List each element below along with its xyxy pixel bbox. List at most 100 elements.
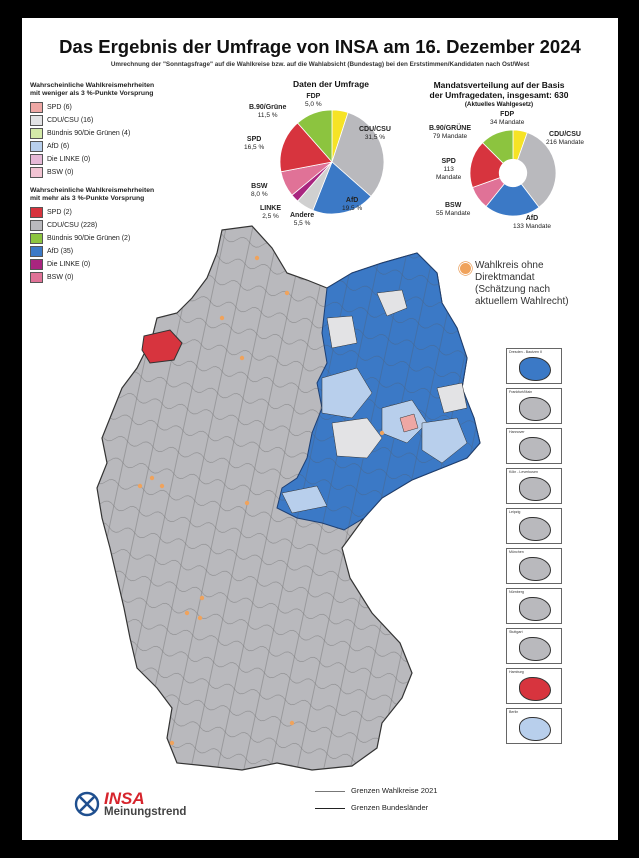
page-title: Das Ergebnis der Umfrage von INSA am 16.…	[59, 36, 581, 57]
city-inset-label: Hamburg	[509, 670, 524, 674]
poster: Das Ergebnis der Umfrage von INSA am 16.…	[22, 18, 618, 840]
city-inset-shape	[519, 437, 551, 461]
legend-swatch	[30, 141, 43, 152]
city-inset-label: Köln - Leverkusen	[509, 470, 538, 474]
legend-item: CDU/CSU (228)	[30, 219, 154, 232]
city-insets: Dresden - Bautzen II Frankfurt/Main Hannov…	[490, 348, 576, 748]
survey-label-andere: Andere 5,5 %	[290, 212, 314, 228]
city-inset-shape	[519, 397, 551, 421]
insa-logo-subtitle: Meinungstrend	[104, 806, 187, 818]
legend-swatch	[30, 246, 43, 257]
legend-swatch	[30, 154, 43, 165]
legend-swatch	[30, 259, 43, 270]
city-inset-shape	[519, 477, 551, 501]
city-inset: München	[506, 548, 562, 584]
survey-label-spd-name: SPD	[246, 136, 262, 143]
city-inset-shape	[519, 517, 551, 541]
seat-label-spd-value: 113	[443, 166, 454, 173]
survey-label-bsw-name: BSW	[251, 183, 268, 190]
pie-slice-afd	[485, 183, 540, 216]
seat-label-gruene-value: 79 Mandate	[432, 133, 468, 140]
note-line-1: Wahlkreis ohne	[475, 260, 544, 271]
city-inset-shape	[519, 597, 551, 621]
city-inset-label: Hannover	[509, 430, 525, 434]
city-inset: Stuttgart	[506, 628, 562, 664]
legend-strong-heading-1: Wahrscheinliche Wahlkreismehrheiten	[30, 187, 155, 194]
legend-district-borders: Grenzen Wahlkreise 2021	[315, 786, 437, 795]
insa-logo-brand: INSA	[104, 789, 145, 808]
legend-label: SPD (6)	[47, 104, 72, 111]
survey-label-spd-value: 16,5 %	[244, 144, 265, 151]
map-spd-light-leipzig	[399, 413, 419, 433]
map-afd-light-3	[421, 417, 468, 464]
survey-label-afd-name: AfD	[345, 197, 359, 204]
legend-swatch	[30, 272, 43, 283]
legend-state-borders: Grenzen Bundesländer	[315, 803, 428, 812]
legend-swatch	[30, 207, 43, 218]
city-inset-shape	[519, 717, 551, 741]
legend-item: BSW (0)	[30, 271, 154, 284]
pie-slice-cdu-csu	[331, 112, 384, 197]
seat-label-gruene-name: B.90/GRÜNE	[429, 125, 472, 132]
city-inset: Dresden - Bautzen II	[506, 348, 562, 384]
pie-slice-b-90-gr-ne	[297, 110, 333, 164]
survey-label-gruene: B.90/Grüne 11,5 %	[249, 104, 286, 120]
seat-label-gruene: B.90/GRÜNE 79 Mandate	[429, 125, 471, 141]
legend-item: SPD (2)	[30, 206, 154, 219]
survey-label-spd: SPD 16,5 %	[244, 136, 264, 152]
legend-district-borders-label: Grenzen Wahlkreise 2021	[351, 786, 438, 795]
legend-swatch	[30, 220, 43, 231]
legend-swatch	[30, 115, 43, 126]
legend-item: Bündnis 90/Die Grünen (4)	[30, 127, 154, 140]
survey-label-bsw: BSW 8,0 %	[251, 183, 268, 199]
seat-label-spd-name: SPD	[441, 158, 456, 165]
city-inset-label: Leipzig	[509, 510, 521, 514]
legend-label: CDU/CSU (228)	[47, 222, 98, 229]
survey-label-gruene-value: 11,5 %	[257, 112, 278, 119]
legend-label: CDU/CSU (16)	[47, 117, 94, 124]
legend-item: AfD (35)	[30, 245, 154, 258]
survey-chart-title: Daten der Umfrage	[292, 79, 370, 89]
city-inset-label: Stuttgart	[509, 630, 523, 634]
legend-label: Die LINKE (0)	[47, 261, 91, 268]
survey-label-cdu: CDU/CSU 31,5 %	[359, 126, 391, 142]
map-afd-light-1	[321, 367, 373, 419]
seat-label-cdu-value: 216 Mandate	[546, 139, 584, 146]
legend-item: Die LINKE (0)	[30, 153, 154, 166]
legend-label: Die LINKE (0)	[47, 156, 91, 163]
pie-slice-b-90-gr-ne	[481, 130, 514, 164]
legend-label: Bündnis 90/Die Grünen (2)	[47, 235, 131, 242]
seat-chart-subtitle: (Aktuelles Wahlgesetz)	[464, 101, 534, 108]
seat-label-fdp: FDP 34 Mandate	[490, 111, 524, 127]
legend-state-borders-label: Grenzen Bundesländer	[351, 803, 429, 812]
note-line-4: aktuellem Wahlrecht)	[475, 296, 569, 307]
no-mandate-marker-swatch	[459, 262, 472, 275]
survey-label-afd-value: 19,5 %	[342, 205, 363, 212]
pie-slice-afd	[312, 161, 372, 214]
seat-label-cdu-name: CDU/CSU	[549, 131, 581, 138]
legend-label: BSW (0)	[47, 274, 74, 281]
insa-logo-icon	[74, 791, 100, 817]
survey-label-andere-value: 5,5 %	[293, 220, 311, 227]
city-inset: Leipzig	[506, 508, 562, 544]
legend-swatch	[30, 167, 43, 178]
survey-label-andere-name: Andere	[290, 212, 315, 219]
legend-label: AfD (6)	[47, 143, 70, 150]
legend-swatch	[30, 233, 43, 244]
pie-slice-cdu-csu	[517, 131, 556, 208]
seat-label-afd-name: AfD	[525, 215, 539, 222]
legend-label: BSW (0)	[47, 169, 74, 176]
city-inset-shape	[519, 637, 551, 661]
seat-label-fdp-value: 34 Mandate	[490, 119, 525, 126]
survey-label-fdp-value: 5,0 %	[305, 101, 322, 108]
survey-label-linke: LINKE 2,5 %	[260, 205, 281, 221]
legend-item: CDU/CSU (16)	[30, 114, 154, 127]
insa-logo: INSA Meinungstrend	[74, 789, 186, 822]
city-inset: Frankfurt/Main	[506, 388, 562, 424]
seat-label-bsw: BSW 55 Mandate	[436, 202, 470, 218]
seat-label-cdu: CDU/CSU 216 Mandate	[546, 131, 584, 147]
legend-item: SPD (6)	[30, 101, 154, 114]
city-inset: Berlin	[506, 708, 562, 744]
seat-label-spd: SPD 113 Mandate	[436, 158, 461, 182]
note-line-2: Direktmandat	[475, 272, 535, 283]
